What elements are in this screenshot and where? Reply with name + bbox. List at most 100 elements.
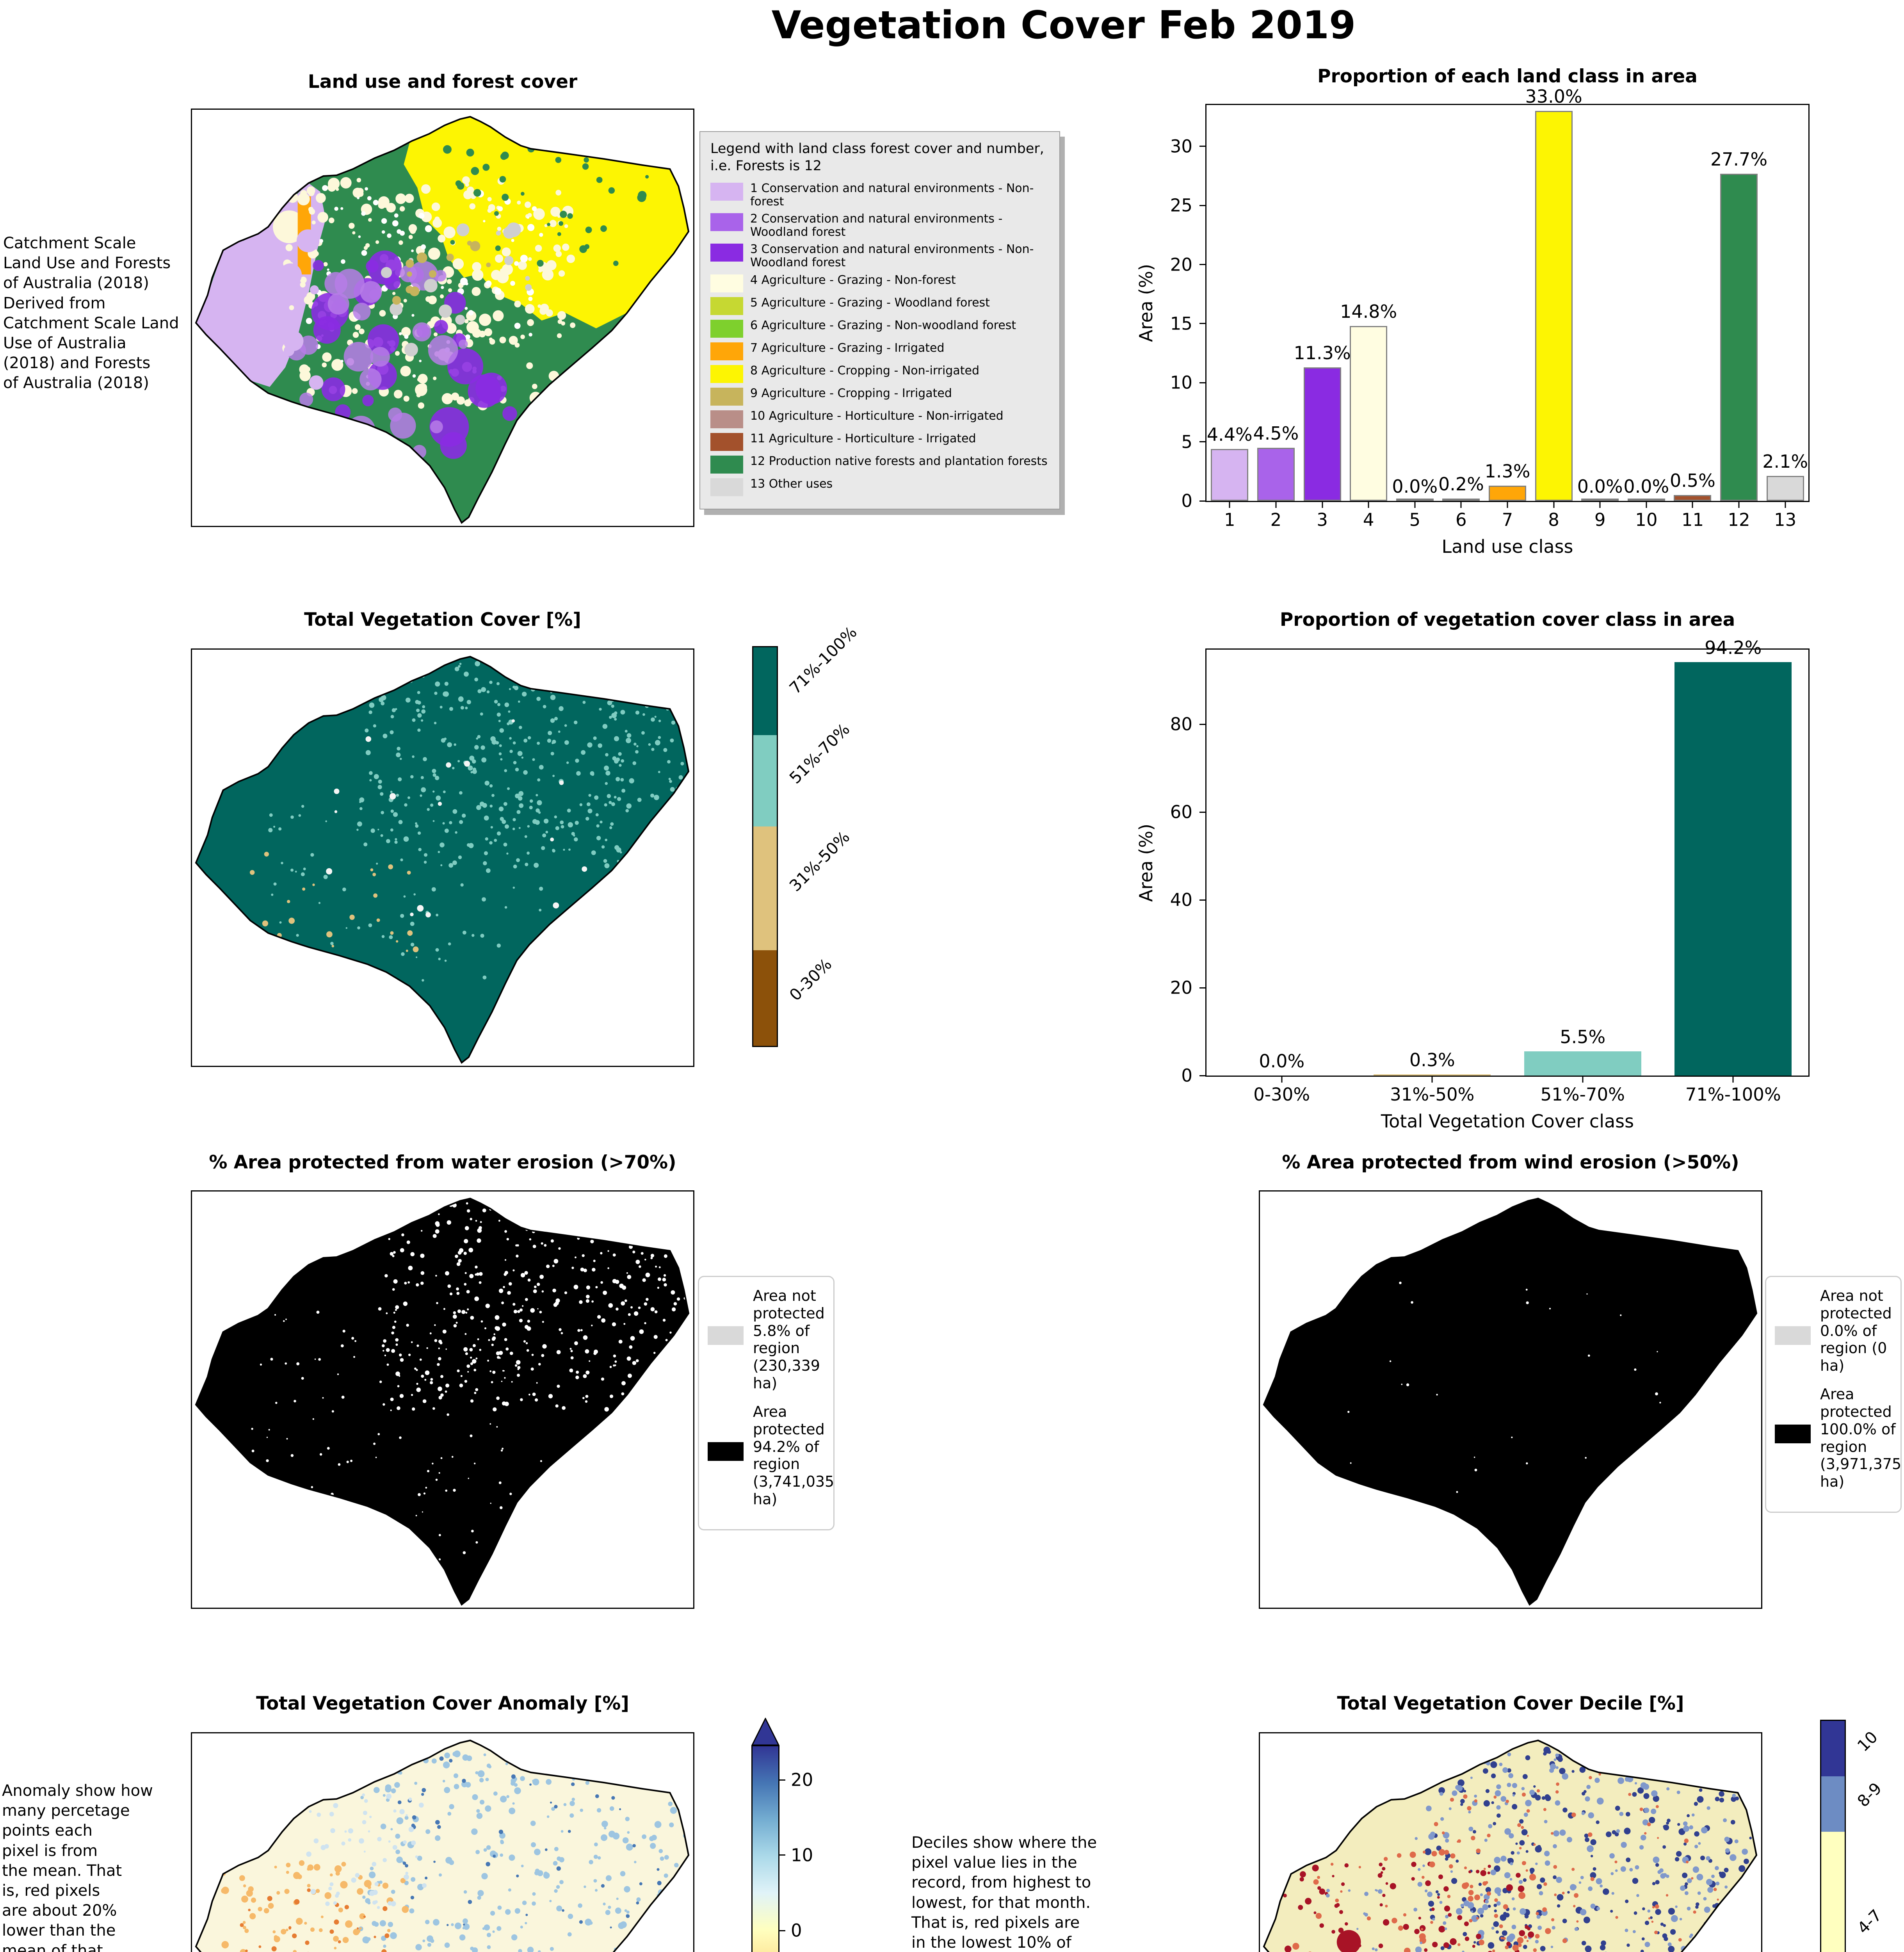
landuse-side-note: Catchment Scale Land Use and Forests of … [3, 234, 179, 392]
legend-swatch [710, 274, 743, 292]
landclass-chart: 0 5 10 15 20 25 30 1 4.4% 2 4.5% 3 11.3% 4 14.8% 5 0.0% 6… [1135, 86, 1810, 557]
y-axis-label: Area (%) [1135, 264, 1157, 342]
legend-swatch [710, 410, 743, 428]
bar-value-label: 2.1% [1762, 451, 1808, 472]
colorbar-segment [1821, 1776, 1845, 1832]
bar-value-label: 94.2% [1705, 637, 1762, 658]
x-tick-label: 5 [1409, 509, 1421, 530]
x-tick-label: 13 [1774, 509, 1797, 530]
y-axis-label: Area (%) [1135, 823, 1157, 902]
legend-swatch [710, 244, 743, 262]
y-tick-label: 40 [1170, 889, 1192, 910]
erosion-legend-text: Area not protected 5.8% of region (230,3… [753, 1287, 825, 1392]
legend-item: 8 Agriculture - Cropping - Non-irrigated [710, 364, 1049, 383]
bar-value-label: 11.3% [1294, 342, 1351, 363]
water-erosion-title: % Area protected from water erosion (>70… [209, 1152, 676, 1173]
y-tick-mark [1199, 987, 1206, 988]
bar-value-label: 0.2% [1438, 473, 1484, 495]
legend-item-label: 9 Agriculture - Cropping - Irrigated [750, 386, 952, 400]
landuse-map-title: Land use and forest cover [308, 71, 578, 93]
anomaly-tick-mark [778, 1779, 785, 1781]
legend-swatch [710, 433, 743, 451]
vegclass-chart-title: Proportion of vegetation cover class in … [1279, 609, 1735, 630]
legend-item-label: 1 Conservation and natural environments … [750, 181, 1034, 208]
x-tick-label: 1 [1224, 509, 1235, 530]
x-tick-mark [1599, 501, 1601, 508]
colorbar-segment-label: 8-9 [1854, 1779, 1886, 1811]
legend-item: 6 Agriculture - Grazing - Non-woodland f… [710, 319, 1049, 338]
x-tick-label: 31%-50% [1390, 1084, 1475, 1105]
bar [1674, 495, 1712, 501]
page-title: Vegetation Cover Feb 2019 [771, 3, 1356, 48]
y-tick-label: 30 [1170, 136, 1192, 157]
x-tick-label: 9 [1594, 509, 1606, 530]
colorbar-segment-label: 71%-100% [786, 623, 861, 698]
bar [1524, 1051, 1641, 1076]
legend-swatch [710, 182, 743, 201]
colorbar-segment [753, 647, 777, 735]
legend-item: 10 Agriculture - Horticulture - Non-irri… [710, 409, 1049, 428]
bar [1535, 111, 1573, 501]
anomaly-colorbar-up-arrow [751, 1718, 779, 1746]
bar [1350, 326, 1388, 501]
decile-map [1259, 1732, 1762, 1952]
anomaly-tick-label: 20 [791, 1769, 813, 1790]
x-tick-label: 51%-70% [1540, 1084, 1625, 1105]
legend-swatch [710, 342, 743, 360]
wind-erosion-map [1259, 1190, 1762, 1609]
landuse-legend-items: 1 Conservation and natural environments … [710, 182, 1049, 496]
bar [1442, 498, 1480, 501]
colorbar-segment [1821, 1832, 1845, 1952]
vegcover-colorbar: 71%-100% 51%-70% 31%-50% 0-30% [752, 623, 861, 1047]
bar [1257, 447, 1295, 501]
x-tick-label: 6 [1456, 509, 1467, 530]
erosion-legend-text: Area protected 94.2% of region (3,741,03… [753, 1403, 835, 1508]
y-tick-mark [1199, 899, 1206, 901]
bar [1489, 485, 1526, 501]
bar-value-label: 0.0% [1577, 476, 1623, 497]
legend-item: 3 Conservation and natural environments … [710, 243, 1049, 269]
bar-value-label: 0.0% [1623, 476, 1669, 497]
x-tick-label: 71%-100% [1685, 1084, 1781, 1105]
colorbar-segment [1821, 1721, 1845, 1777]
decile-colorbar: 108-94-72-31 [1820, 1720, 1885, 1952]
legend-swatch [710, 365, 743, 383]
x-axis-label: Land use class [1441, 536, 1573, 557]
bar [1627, 499, 1665, 501]
legend-swatch [710, 297, 743, 315]
x-tick-mark [1322, 501, 1323, 508]
bar [1211, 449, 1249, 501]
y-tick-label: 60 [1170, 801, 1192, 823]
landuse-legend-title: Legend with land class forest cover and … [710, 141, 1044, 174]
x-tick-mark [1368, 501, 1369, 508]
water-erosion-map [191, 1190, 694, 1609]
anomaly-tick-label: 10 [791, 1845, 813, 1866]
wind-erosion-legend: Area not protected 0.0% of region (0 ha)… [1765, 1276, 1902, 1513]
x-tick-mark [1431, 1076, 1433, 1083]
erosion-legend-entry: Area protected 94.2% of region (3,741,03… [708, 1403, 834, 1508]
bar [1720, 173, 1758, 501]
y-tick-mark [1199, 264, 1206, 265]
x-tick-label: 8 [1548, 509, 1559, 530]
bar [1396, 499, 1434, 501]
y-tick-mark [1199, 723, 1206, 725]
x-tick-label: 3 [1317, 509, 1328, 530]
y-tick-label: 15 [1170, 313, 1192, 334]
y-tick-label: 80 [1170, 714, 1192, 735]
x-tick-label: 12 [1728, 509, 1750, 530]
y-tick-label: 10 [1170, 372, 1192, 393]
y-tick-label: 25 [1170, 195, 1192, 216]
legend-item: 5 Agriculture - Grazing - Woodland fores… [710, 296, 1049, 315]
x-tick-mark [1738, 501, 1740, 508]
bar-value-label: 14.8% [1340, 301, 1397, 322]
legend-item-label: 8 Agriculture - Cropping - Non-irrigated [750, 363, 979, 378]
y-tick-mark [1199, 811, 1206, 813]
legend-item-label: 7 Agriculture - Grazing - Irrigated [750, 341, 945, 355]
legend-swatch [710, 213, 743, 231]
y-tick-mark [1199, 382, 1206, 383]
x-tick-mark [1582, 1076, 1584, 1083]
legend-item: 1 Conservation and natural environments … [710, 182, 1049, 208]
vegcover-map-title: Total Vegetation Cover [%] [304, 609, 581, 630]
